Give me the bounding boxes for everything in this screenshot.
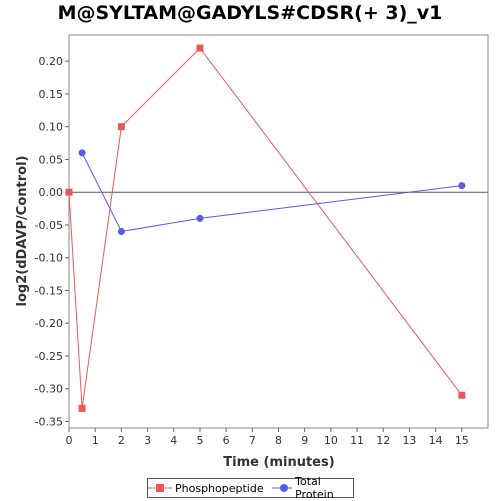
x-tick-label: 13 (402, 434, 416, 447)
y-tick-label: -0.15 (35, 284, 63, 297)
x-tick-label: 0 (66, 434, 73, 447)
square-marker-icon (148, 484, 172, 492)
circle-marker-icon (271, 484, 293, 492)
plot-area (68, 34, 489, 429)
x-tick-label: 10 (324, 434, 338, 447)
y-tick-label: -0.35 (35, 415, 63, 428)
x-tick-label: 7 (249, 434, 256, 447)
y-tick-label: 0.00 (39, 186, 64, 199)
legend: Phosphopeptide Total Protein (147, 475, 354, 501)
data-point-total-protein (117, 228, 125, 235)
y-axis-title: log2(dDAVP/Control) (15, 156, 30, 307)
data-point-phosphopeptide (117, 123, 125, 131)
legend-label-total-protein: Total Protein (295, 475, 334, 501)
series-line-total-protein (81, 152, 462, 233)
y-tick-label: 0.10 (39, 121, 64, 134)
data-point-phosphopeptide (196, 44, 204, 52)
y-tick-label: 0.15 (39, 88, 64, 101)
x-axis-title: Time (minutes) (223, 455, 334, 470)
x-tick-label: 5 (196, 434, 203, 447)
legend-item-phosphopeptide: Phosphopeptide (148, 482, 264, 495)
legend-label-phosphopeptide: Phosphopeptide (175, 481, 264, 495)
x-tick-label: 2 (118, 434, 125, 447)
data-point-phosphopeptide (65, 188, 73, 196)
y-tick-label: -0.10 (35, 252, 63, 265)
x-tick-label: 9 (301, 434, 308, 447)
x-tick-label: 4 (170, 434, 177, 447)
y-tick-label: 0.05 (39, 153, 64, 166)
x-tick-label: 14 (429, 434, 443, 447)
y-tick-label: -0.30 (35, 383, 63, 396)
x-tick-label: 1 (92, 434, 99, 447)
data-point-phosphopeptide (458, 391, 466, 399)
y-tick-label: -0.05 (35, 219, 63, 232)
x-tick-label: 3 (144, 434, 151, 447)
data-point-total-protein (78, 149, 86, 157)
x-tick-label: 8 (275, 434, 282, 447)
data-point-total-protein (458, 182, 466, 190)
x-tick-label: 12 (376, 434, 390, 447)
x-tick-label: 6 (223, 434, 230, 447)
data-point-phosphopeptide (78, 404, 86, 412)
y-tick-label: -0.20 (35, 317, 63, 330)
data-point-total-protein (196, 214, 204, 222)
x-tick-label: 11 (350, 434, 364, 447)
chart-title: M@SYLTAM@GADYLS#CDSR(+ 3)_v1 (57, 2, 443, 24)
y-tick-label: 0.20 (39, 55, 64, 68)
x-tick-label: 15 (455, 434, 469, 447)
y-tick-label: -0.25 (35, 350, 63, 363)
legend-item-total-protein: Total Protein (271, 475, 353, 501)
